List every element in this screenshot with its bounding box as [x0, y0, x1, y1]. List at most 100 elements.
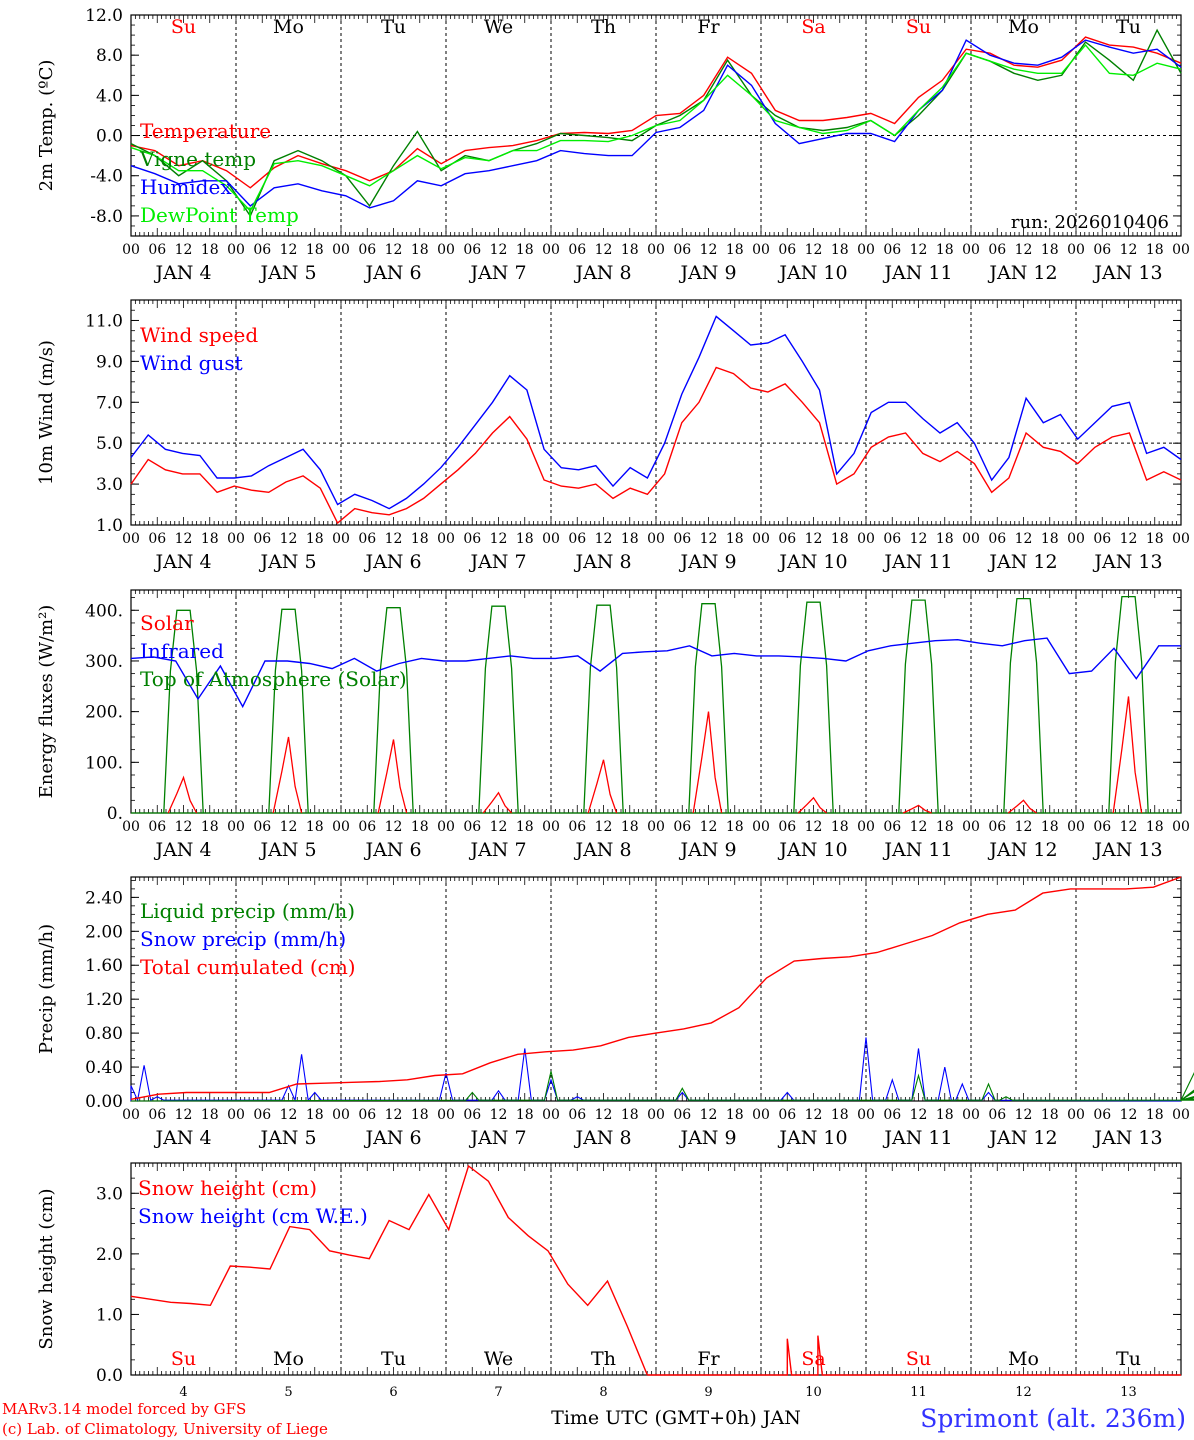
y-tick-label: 12.0	[85, 6, 123, 26]
day-number-label: 8	[599, 1385, 607, 1400]
y-tick-label: 1.0	[96, 516, 123, 536]
hour-label: 12	[175, 531, 193, 547]
weekday-label: We	[484, 16, 513, 38]
hour-label: 06	[673, 531, 691, 547]
hour-label: 18	[306, 531, 324, 547]
hour-label: 06	[883, 819, 901, 835]
hour-label: 00	[437, 531, 455, 547]
hour-label: 18	[936, 531, 954, 547]
hour-label: 06	[253, 531, 271, 547]
hour-label: 06	[358, 531, 376, 547]
weekday-label: Mo	[273, 16, 304, 38]
weekday-label: Mo	[273, 1348, 304, 1370]
date-label: JAN 13	[1092, 1127, 1162, 1149]
weekday-label: Tu	[1116, 1348, 1141, 1370]
y-axis-label-wind: 10m Wind (m/s)	[36, 340, 57, 485]
date-label: JAN 12	[987, 551, 1057, 573]
legend-entry: Top of Atmosphere (Solar)	[140, 667, 407, 691]
hour-label: 06	[778, 242, 796, 258]
weekday-label: Fr	[697, 1348, 720, 1370]
hour-label: 06	[778, 531, 796, 547]
hour-label: 06	[778, 1107, 796, 1123]
hour-label: 18	[621, 819, 639, 835]
hour-label: 18	[1146, 1107, 1164, 1123]
hour-label: 06	[1093, 242, 1111, 258]
date-label: JAN 8	[573, 262, 631, 284]
hour-label: 00	[227, 242, 245, 258]
hour-label: 12	[280, 819, 298, 835]
hour-label: 18	[936, 819, 954, 835]
hour-label: 18	[411, 1107, 429, 1123]
date-label: JAN 13	[1092, 262, 1162, 284]
y-axis-label-energy: Energy fluxes (W/m²)	[36, 605, 57, 799]
hour-label: 00	[1067, 819, 1085, 835]
date-label: JAN 4	[153, 551, 211, 573]
hour-label: 00	[437, 242, 455, 258]
hour-label: 12	[805, 242, 823, 258]
hour-label: 12	[175, 242, 193, 258]
hour-label: 06	[253, 242, 271, 258]
hour-label: 00	[1067, 242, 1085, 258]
y-tick-label: 0.0	[96, 127, 123, 147]
y-tick-label: 0.0	[96, 1366, 123, 1386]
day-number-label: 11	[910, 1385, 927, 1400]
hour-label: 12	[595, 1107, 613, 1123]
y-axis-label-precip: Precip (mm/h)	[36, 924, 57, 1054]
date-label: JAN 9	[678, 551, 736, 573]
weekday-label: Mo	[1008, 1348, 1039, 1370]
day-number-label: 5	[284, 1385, 292, 1400]
date-label: JAN 6	[363, 1127, 421, 1149]
toa-solar-day	[793, 601, 834, 814]
date-label: JAN 11	[882, 1127, 952, 1149]
weekday-label: Su	[906, 16, 931, 38]
date-label: JAN 7	[468, 551, 526, 573]
legend-entry: Wind gust	[140, 351, 243, 375]
hour-label: 12	[910, 1107, 928, 1123]
hour-label: 06	[673, 242, 691, 258]
y-tick-label: 5.0	[96, 434, 123, 454]
weekday-label: Sa	[801, 16, 825, 38]
hour-label: 18	[306, 1107, 324, 1123]
hour-label: 06	[463, 819, 481, 835]
date-label: JAN 5	[258, 1127, 316, 1149]
y-tick-label: 0.	[107, 804, 123, 824]
hour-label: 18	[1146, 242, 1164, 258]
hour-label: 00	[647, 819, 665, 835]
hour-label: 18	[621, 242, 639, 258]
hour-label: 06	[148, 531, 166, 547]
hour-label: 06	[463, 242, 481, 258]
toa-solar-day	[898, 599, 939, 814]
hour-label: 06	[148, 1107, 166, 1123]
hour-label: 06	[1093, 531, 1111, 547]
hour-label: 00	[1067, 1107, 1085, 1123]
toa-solar-day	[478, 605, 519, 814]
y-tick-label: 1.0	[96, 1305, 123, 1325]
hour-label: 12	[490, 819, 508, 835]
hour-label: 12	[385, 1107, 403, 1123]
y-tick-label: 4.0	[96, 86, 123, 106]
solar-day	[167, 775, 198, 814]
toa-solar-day	[268, 608, 309, 814]
date-label: JAN 4	[153, 262, 211, 284]
hour-label: 00	[962, 242, 980, 258]
y-tick-label: 2.0	[96, 1245, 123, 1265]
date-label: JAN 12	[987, 1127, 1057, 1149]
date-label: JAN 10	[777, 839, 847, 861]
hour-label: 12	[1120, 819, 1138, 835]
y-tick-label: 8.0	[96, 46, 123, 66]
hour-label: 18	[516, 242, 534, 258]
hour-label: 00	[437, 819, 455, 835]
hour-label: 06	[673, 1107, 691, 1123]
hour-label: 12	[1015, 819, 1033, 835]
hour-label: 06	[253, 819, 271, 835]
hour-label: 00	[1172, 1107, 1190, 1123]
date-label: JAN 10	[777, 262, 847, 284]
hour-label: 06	[988, 531, 1006, 547]
date-label: JAN 5	[258, 262, 316, 284]
station-label: Sprimont (alt. 236m)	[920, 1404, 1186, 1433]
hour-label: 18	[201, 819, 219, 835]
date-label: JAN 7	[468, 839, 526, 861]
hour-label: 18	[621, 1107, 639, 1123]
hour-label: 06	[358, 819, 376, 835]
hour-label: 00	[122, 531, 140, 547]
